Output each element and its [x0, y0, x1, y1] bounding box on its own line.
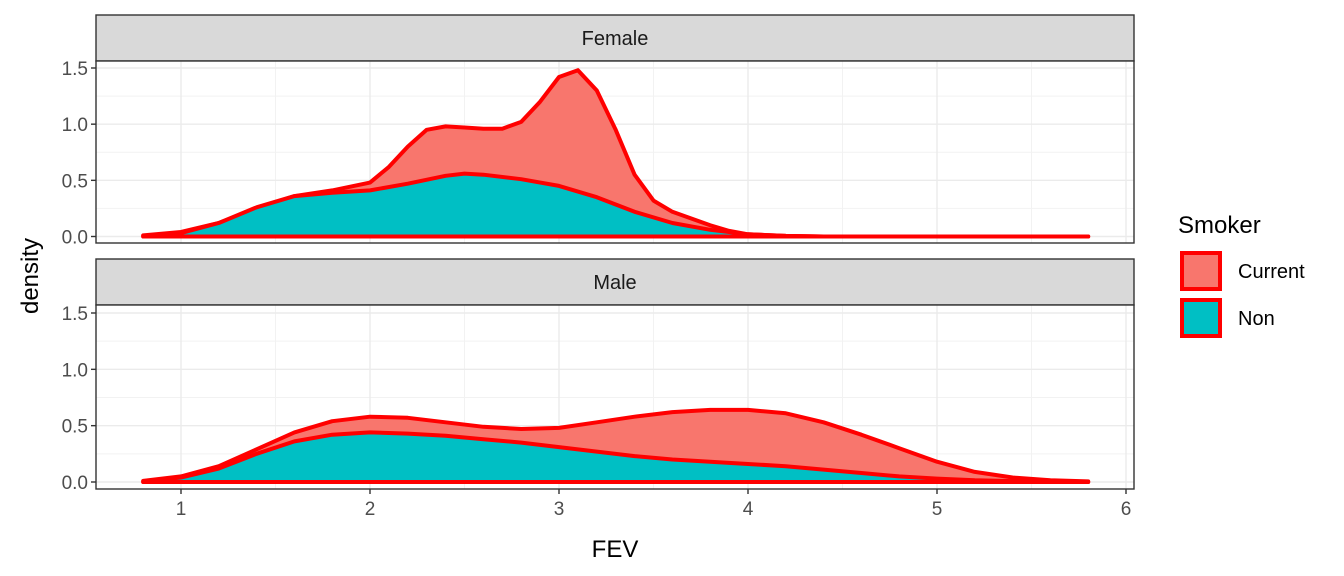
x-tick-label: 5: [932, 499, 943, 520]
x-axis-title: FEV: [592, 536, 639, 563]
legend-label-current: Current: [1238, 261, 1305, 283]
y-tick-label: 0.5: [62, 171, 88, 192]
legend-label-non: Non: [1238, 308, 1275, 330]
density-area-non: [141, 430, 1091, 484]
legend-key-non: [1180, 298, 1222, 338]
panel-male: Male 0.0 0.5 1.0 1.5: [62, 258, 1135, 494]
y-tick-label: 0.5: [62, 417, 88, 438]
legend-key-current: [1180, 251, 1222, 291]
panel-border: [95, 304, 1135, 490]
y-tick-label: 0.0: [62, 473, 88, 494]
legend: Smoker Current Non: [1178, 212, 1305, 338]
x-tick-label: 4: [743, 499, 754, 520]
x-tick-label: 3: [554, 499, 565, 520]
panel-female: Female 0.0 0.5 1.0 1.5: [62, 14, 1135, 249]
x-tick-label: 6: [1121, 499, 1132, 520]
facet-strip: [95, 258, 1135, 306]
facet-strip: [95, 14, 1135, 62]
y-tick-label: 0.0: [62, 228, 88, 249]
y-tick-label: 1.0: [62, 115, 88, 136]
x-tick-label: 2: [365, 499, 376, 520]
y-axis-title: density: [17, 238, 44, 314]
legend-title: Smoker: [1178, 212, 1261, 239]
panel-border: [95, 60, 1135, 244]
density-area-non: [141, 171, 1091, 239]
y-tick-label: 1.0: [62, 360, 88, 381]
x-axis: 1 2 3 4 5 6: [176, 489, 1132, 520]
panels: Female 0.0 0.5 1.0 1.5 Male 0.0 0.5 1.0 1.5: [62, 14, 1135, 494]
x-tick-label: 1: [176, 499, 187, 520]
y-tick-label: 1.5: [62, 304, 88, 325]
facet-strip-label: Male: [593, 272, 636, 294]
y-tick-label: 1.5: [62, 59, 88, 80]
facet-strip-label: Female: [582, 28, 649, 50]
